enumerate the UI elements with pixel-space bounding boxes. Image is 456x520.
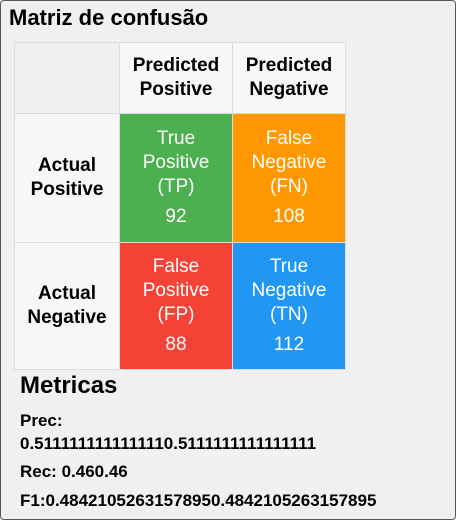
page-title: Matriz de confusão [9,5,209,30]
col-header-label: Predicted Negative [245,55,333,100]
metrics-title: Metricas [20,372,118,399]
cell-true-positive: True Positive (TP) 92 [120,114,232,242]
cell-value: 92 [165,206,187,227]
cell-label: False Positive (FP) [142,256,210,325]
col-header-label: Predicted Positive [132,55,220,100]
col-header-predicted-negative: Predicted Negative [233,43,345,113]
metric-f1: F1:0.48421052631578950.4842105263157895 [20,491,377,510]
cell-label: False Negative (FN) [251,128,327,197]
col-header-predicted-positive: Predicted Positive [120,43,232,113]
cell-value: 112 [273,334,305,355]
cell-true-negative: True Negative (TN) 112 [233,243,345,369]
matrix-corner [15,43,119,113]
row-header-label: Actual Negative [27,283,107,328]
metric-precision-label: Prec: [20,411,63,430]
row-header-actual-negative: Actual Negative [15,243,119,369]
metric-precision-value: 0.5111111111111110.5111111111111111 [20,434,317,453]
cell-value: 108 [273,206,305,227]
row-header-actual-positive: Actual Positive [15,114,119,242]
metric-precision: Prec: 0.5111111111111110.511111111111111… [20,409,440,455]
cell-false-positive: False Positive (FP) 88 [120,243,232,369]
row-header-label: Actual Positive [30,155,104,200]
cell-value: 88 [165,334,187,355]
metric-recall: Rec: 0.460.46 [20,462,128,481]
cell-false-negative: False Negative (FN) 108 [233,114,345,242]
cell-label: True Negative (TN) [251,256,327,325]
cell-label: True Positive (TP) [142,128,210,197]
confusion-matrix-grid: Predicted Positive Predicted Negative Ac… [14,42,346,370]
